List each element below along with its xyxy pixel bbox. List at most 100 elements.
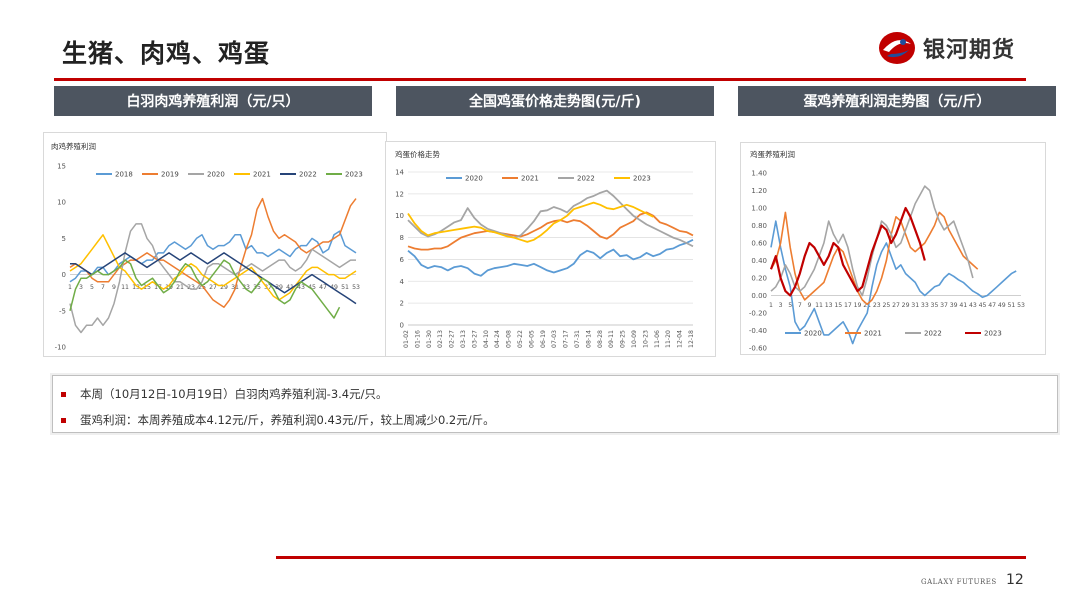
series-line-2022 [407, 189, 694, 248]
note-text: 本周（10月12日-10月19日）白羽肉鸡养殖利润-3.4元/只。 [80, 387, 388, 401]
note-text: 蛋鸡利润：本周养殖成本4.12元/斤，养殖利润0.43元/斤，较上周减少0.2元… [80, 413, 495, 427]
x-tick-label: 25 [882, 302, 890, 309]
legend-label: 2023 [984, 330, 1002, 338]
x-tick-label: 9 [112, 284, 116, 291]
x-tick-label: 1 [68, 284, 72, 291]
x-tick-label: 02-27 [449, 330, 456, 348]
x-tick-label: 25 [198, 284, 206, 291]
x-tick-label: 06-05 [528, 330, 535, 348]
series-line-2021 [770, 211, 979, 306]
x-tick-label: 12-04 [677, 330, 684, 348]
logo-text: 银河期货 [923, 38, 1016, 63]
x-tick-label: 01-30 [426, 330, 433, 348]
x-tick-label: 04-24 [494, 330, 501, 348]
x-tick-label: 45 [979, 302, 987, 309]
legend-label: 2020 [207, 171, 225, 179]
panel-header-egg-price: 全国鸡蛋价格走势图(元/斤) [396, 86, 714, 116]
y-tick-label: 1.00 [751, 205, 767, 213]
legend-label: 2022 [924, 330, 942, 338]
x-tick-label: 35 [931, 302, 939, 309]
x-tick-label: 07-31 [574, 330, 581, 348]
series-line-2021 [69, 234, 357, 301]
x-tick-label: 11 [121, 284, 129, 291]
page-title: 生猪、肉鸡、鸡蛋 [62, 39, 271, 68]
x-tick-label: 33 [921, 302, 929, 309]
legend-label: 2020 [804, 330, 822, 338]
x-tick-label: 27 [892, 302, 900, 309]
company-logo: 银河期货 [877, 30, 1015, 66]
x-tick-label: 05-22 [517, 330, 524, 348]
x-tick-label: 49 [998, 302, 1006, 309]
series-line-2020 [770, 220, 1017, 345]
x-tick-label: 01-16 [414, 330, 421, 348]
series-line-2020 [407, 238, 694, 277]
x-tick-label: 02-13 [437, 330, 444, 348]
series-line-2023 [407, 201, 654, 243]
x-tick-label: 31 [911, 302, 919, 309]
y-tick-label: 2 [400, 300, 404, 308]
x-tick-label: 17 [844, 302, 852, 309]
x-tick-label: 35 [253, 284, 261, 291]
x-tick-label: 09-11 [608, 330, 615, 348]
legend-label: 2021 [253, 171, 271, 179]
footer-divider [276, 556, 1026, 559]
x-tick-label: 7 [798, 302, 802, 309]
legend-label: 2023 [633, 175, 651, 183]
x-tick-label: 17 [154, 284, 162, 291]
x-tick-label: 11-20 [665, 330, 672, 348]
notes-box: 本周（10月12日-10月19日）白羽肉鸡养殖利润-3.4元/只。 蛋鸡利润：本… [52, 375, 1058, 433]
chart-title: 肉鸡养殖利润 [51, 141, 96, 151]
x-tick-label: 39 [275, 284, 283, 291]
x-tick-label: 08-28 [597, 330, 604, 348]
x-tick-label: 05-08 [506, 330, 513, 348]
y-tick-label: -5 [59, 307, 66, 315]
legend-label: 2018 [115, 171, 133, 179]
y-tick-label: 0.20 [751, 275, 767, 283]
x-tick-label: 19 [165, 284, 173, 291]
x-tick-label: 13 [825, 302, 833, 309]
series-line-2020 [69, 223, 356, 334]
x-tick-label: 19 [854, 302, 862, 309]
series-line-2018 [69, 230, 357, 283]
series-line-2019 [69, 197, 357, 308]
note-item: 蛋鸡利润：本周养殖成本4.12元/斤，养殖利润0.43元/斤，较上周减少0.2元… [61, 412, 495, 428]
x-tick-label: 45 [308, 284, 316, 291]
page-number: 12 [1006, 572, 1024, 588]
x-tick-label: 06-19 [540, 330, 547, 348]
x-tick-label: 07-17 [563, 330, 570, 348]
y-tick-label: 0 [400, 322, 404, 330]
x-tick-label: 13 [132, 284, 140, 291]
y-tick-label: 0.40 [751, 257, 767, 265]
egg-price-chart-svg: 鸡蛋价格走势 0 2 4 6 8 10 12 14 01-02 01-16 01-30 02-13 02-… [395, 149, 695, 348]
x-tick-label: 5 [788, 302, 792, 309]
x-tick-label: 3 [79, 284, 83, 291]
x-tick-label: 5 [90, 284, 94, 291]
legend-label: 2021 [864, 330, 882, 338]
x-tick-label: 51 [1007, 302, 1015, 309]
panel-header-broiler-profit: 白羽肉鸡养殖利润（元/只） [54, 86, 372, 116]
x-tick-label: 21 [863, 302, 871, 309]
y-tick-label: 6 [400, 256, 405, 264]
y-tick-label: -10 [55, 344, 66, 352]
x-tick-label: 33 [242, 284, 250, 291]
x-tick-label: 51 [341, 284, 349, 291]
y-tick-label: 15 [57, 163, 66, 171]
x-tick-label: 03-13 [460, 330, 467, 348]
legend-label: 2023 [345, 171, 363, 179]
y-tick-label: 0 [62, 271, 66, 279]
layer-profit-chart-svg: 鸡蛋养殖利润 1.40 1.20 1.00 0.80 0.60 0.40 0.20 0.00 -0… [749, 149, 1025, 353]
legend-label: 2020 [465, 175, 483, 183]
y-tick-label: 5 [62, 235, 66, 243]
x-tick-label: 04-10 [483, 330, 490, 348]
x-tick-label: 7 [101, 284, 105, 291]
x-tick-label: 9 [807, 302, 811, 309]
egg-price-chart: 鸡蛋价格走势 0 2 4 6 8 10 12 14 01-02 01-16 01-30 02-13 02-… [385, 141, 716, 357]
x-tick-label: 09-25 [620, 330, 627, 348]
x-tick-label: 47 [988, 302, 996, 309]
x-tick-label: 10-09 [631, 330, 638, 348]
x-tick-label: 47 [319, 284, 327, 291]
x-tick-label: 1 [769, 302, 773, 309]
x-tick-label: 12-18 [688, 330, 695, 348]
y-tick-label: 1.20 [751, 187, 767, 195]
layer-profit-chart: 鸡蛋养殖利润 1.40 1.20 1.00 0.80 0.60 0.40 0.20 0.00 -0… [740, 142, 1046, 355]
